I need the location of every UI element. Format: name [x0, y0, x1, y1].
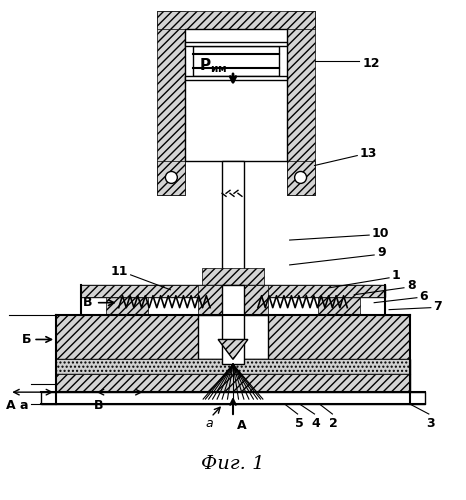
- Circle shape: [295, 172, 307, 183]
- Bar: [56, 314, 410, 360]
- Text: A: A: [237, 419, 247, 432]
- Text: 6: 6: [419, 290, 427, 303]
- Bar: [81, 285, 385, 296]
- Bar: [185, 30, 287, 160]
- Bar: [202, 268, 264, 302]
- Polygon shape: [218, 340, 248, 359]
- Bar: [240, 285, 268, 314]
- Text: 2: 2: [329, 417, 338, 430]
- Text: 11: 11: [111, 266, 128, 278]
- Text: 13: 13: [359, 147, 377, 160]
- Bar: [81, 285, 385, 296]
- Text: 1: 1: [392, 270, 401, 282]
- Bar: [318, 285, 360, 335]
- Bar: [198, 314, 268, 360]
- Text: 10: 10: [371, 226, 389, 239]
- Bar: [222, 285, 244, 364]
- Bar: [158, 160, 185, 196]
- Bar: [56, 374, 410, 392]
- Text: 4: 4: [312, 417, 320, 430]
- Text: В: В: [83, 296, 93, 309]
- Bar: [158, 12, 315, 30]
- Bar: [106, 285, 148, 335]
- Bar: [56, 360, 410, 374]
- Text: 7: 7: [433, 300, 442, 313]
- Text: 12: 12: [362, 56, 380, 70]
- Text: 9: 9: [377, 246, 386, 260]
- Text: 3: 3: [426, 417, 434, 430]
- Bar: [193, 46, 279, 76]
- Bar: [287, 12, 315, 196]
- Circle shape: [165, 172, 178, 183]
- Bar: [158, 12, 185, 196]
- Text: Б: Б: [22, 333, 31, 346]
- Bar: [185, 42, 287, 46]
- Bar: [56, 360, 410, 374]
- Text: А а: А а: [7, 399, 29, 412]
- Bar: [41, 392, 425, 404]
- Text: Фиг. 1: Фиг. 1: [201, 454, 265, 472]
- Bar: [287, 160, 315, 196]
- Text: В: В: [94, 399, 103, 412]
- Text: $\mathbf{Р}_{\mathbf{им}}$: $\mathbf{Р}_{\mathbf{им}}$: [199, 57, 227, 76]
- Bar: [222, 160, 244, 285]
- Bar: [56, 374, 410, 392]
- Text: a: a: [205, 417, 213, 430]
- Bar: [198, 285, 226, 314]
- Text: 5: 5: [295, 417, 303, 430]
- Text: 8: 8: [407, 280, 416, 292]
- Bar: [185, 76, 287, 80]
